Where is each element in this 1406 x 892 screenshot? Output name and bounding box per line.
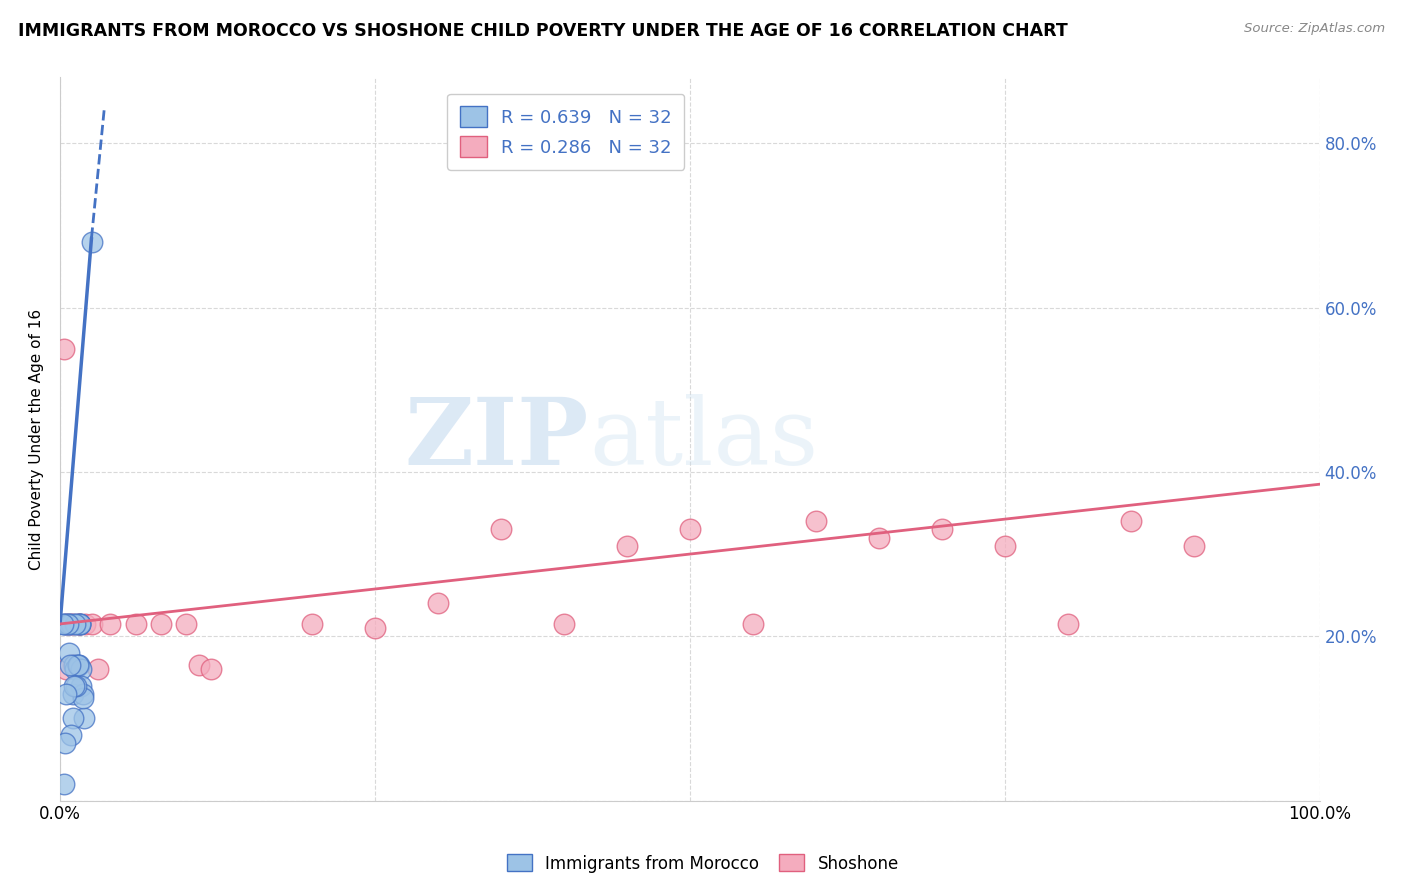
Point (66, 658, 89, 673)
Point (70, 662, 93, 676)
Point (60, 728, 83, 742)
Point (59, 658, 82, 673)
Y-axis label: Child Poverty Under the Age of 16: Child Poverty Under the Age of 16 (30, 309, 44, 570)
Point (69, 616, 91, 631)
Point (59, 616, 82, 631)
Point (67, 616, 90, 631)
Point (58, 646, 80, 660)
Point (80, 616, 103, 631)
Point (994, 539, 1017, 553)
Text: ZIP: ZIP (405, 394, 589, 484)
Point (1056, 616, 1078, 631)
Point (66, 658, 89, 673)
Point (67, 616, 90, 631)
Point (55, 662, 77, 676)
Point (51, 616, 73, 631)
Point (67, 658, 90, 673)
Point (868, 531, 890, 545)
Point (52, 342, 75, 356)
Point (804, 514, 827, 528)
Point (72, 687, 94, 701)
Point (931, 523, 953, 537)
Point (53, 736, 76, 750)
Point (149, 616, 172, 631)
Point (553, 616, 575, 631)
Point (69, 616, 91, 631)
Point (62, 616, 84, 631)
Point (63, 662, 86, 676)
Text: Source: ZipAtlas.com: Source: ZipAtlas.com (1244, 22, 1385, 36)
Legend: Immigrants from Morocco, Shoshone: Immigrants from Morocco, Shoshone (501, 847, 905, 880)
Point (65, 679, 87, 693)
Point (60, 616, 83, 631)
Point (616, 539, 638, 553)
Point (489, 523, 512, 537)
Point (679, 523, 702, 537)
Point (69, 616, 91, 631)
Point (55, 616, 77, 631)
Point (55, 687, 77, 701)
Point (63, 616, 86, 631)
Point (100, 616, 122, 631)
Point (58, 616, 80, 631)
Point (426, 596, 449, 610)
Point (52, 616, 75, 631)
Point (63, 679, 86, 693)
Text: IMMIGRANTS FROM MOROCCO VS SHOSHONE CHILD POVERTY UNDER THE AGE OF 16 CORRELATIO: IMMIGRANTS FROM MOROCCO VS SHOSHONE CHIL… (18, 22, 1069, 40)
Point (187, 658, 209, 673)
Point (87, 662, 110, 676)
Point (65, 616, 87, 631)
Point (63, 658, 86, 673)
Point (62, 687, 84, 701)
Point (72, 690, 94, 705)
Point (741, 616, 763, 631)
Point (200, 662, 222, 676)
Point (52, 777, 75, 791)
Point (124, 616, 146, 631)
Point (56, 616, 79, 631)
Legend: R = 0.639   N = 32, R = 0.286   N = 32: R = 0.639 N = 32, R = 0.286 N = 32 (447, 94, 685, 169)
Point (75, 616, 97, 631)
Point (174, 616, 197, 631)
Point (301, 616, 323, 631)
Point (80, 235, 103, 249)
Point (62, 711, 84, 725)
Point (55, 616, 77, 631)
Point (1182, 539, 1205, 553)
Point (1119, 514, 1142, 528)
Text: atlas: atlas (589, 394, 818, 484)
Point (70, 679, 93, 693)
Point (62, 658, 84, 673)
Point (364, 621, 387, 635)
Point (73, 711, 96, 725)
